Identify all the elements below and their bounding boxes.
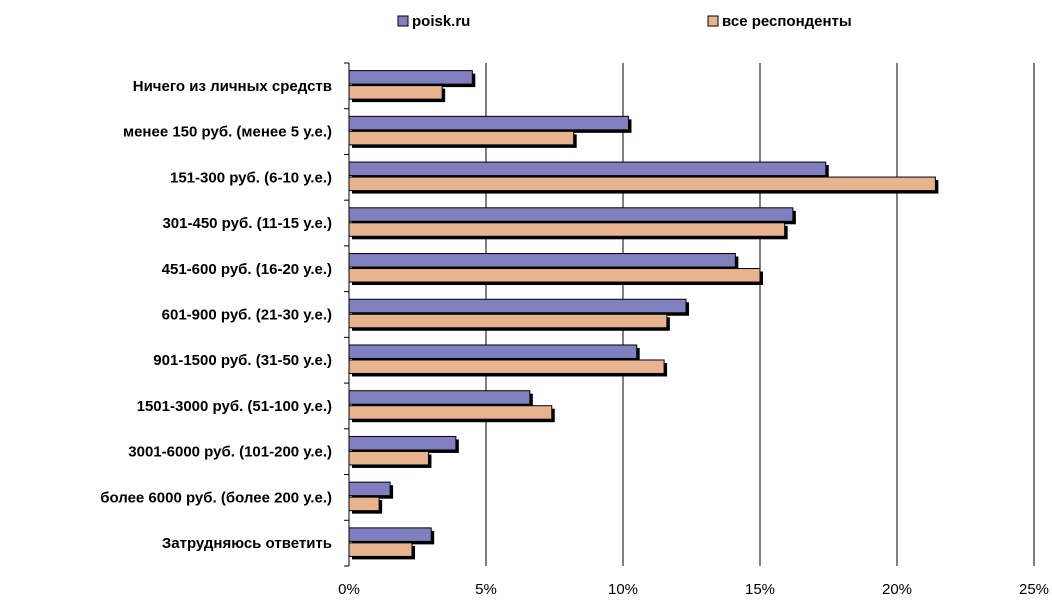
- legend-swatch: [707, 15, 719, 27]
- bar: [348, 268, 761, 283]
- x-tick-label: 15%: [745, 581, 775, 597]
- x-tick-label: 10%: [608, 581, 638, 597]
- bar: [348, 496, 380, 512]
- legend: poisk.ru все респонденты: [397, 13, 852, 30]
- bar: [348, 542, 413, 557]
- legend-label: все респонденты: [722, 13, 852, 30]
- bar: [348, 405, 553, 420]
- bar: [348, 344, 638, 359]
- category-label: 451-600 руб. (16-20 у.е.): [162, 261, 332, 278]
- x-tick-label: 5%: [475, 581, 497, 597]
- category-label: менее 150 руб. (менее 5 у.е.): [123, 124, 332, 141]
- axes: [344, 62, 350, 567]
- category-labels: Ничего из личных средств менее 150 руб. (…: [100, 78, 332, 552]
- bar: [348, 298, 687, 314]
- category-label: 901-1500 руб. (31-50 у.е.): [153, 352, 332, 369]
- bar: [348, 313, 668, 329]
- x-tick-labels: 0% 5% 10% 15% 20% 25%: [338, 581, 1049, 598]
- bars: [348, 70, 939, 560]
- bar: [348, 130, 575, 146]
- category-label: 301-450 руб. (11-15 у.е.): [162, 215, 332, 232]
- gridlines: [485, 63, 1035, 566]
- category-label: Ничего из личных средств: [133, 78, 332, 95]
- bar: [348, 481, 391, 497]
- bar: [348, 85, 443, 100]
- bar: [348, 207, 794, 222]
- bar: [348, 390, 531, 405]
- bar: [348, 70, 473, 85]
- bar: [348, 450, 429, 466]
- category-label: 601-900 руб. (21-30 у.е.): [162, 307, 332, 324]
- category-label: 151-300 руб. (6-10 у.е.): [170, 169, 332, 186]
- bar: [348, 176, 936, 192]
- bar: [348, 161, 827, 177]
- bar: [348, 359, 665, 374]
- legend-swatch: [397, 15, 409, 27]
- category-label: более 6000 руб. (более 200 у.е.): [100, 489, 332, 506]
- bar: [348, 222, 786, 237]
- bar: [348, 253, 736, 268]
- x-tick-label: 25%: [1019, 581, 1049, 597]
- bar: [348, 527, 432, 542]
- bar: [348, 435, 457, 451]
- category-label: 3001-6000 руб. (101-200 у.е.): [128, 444, 332, 461]
- x-tick-label: 20%: [882, 581, 912, 597]
- legend-label: poisk.ru: [412, 13, 470, 30]
- x-tick-label: 0%: [338, 581, 360, 597]
- bar: [348, 115, 629, 131]
- category-label: 1501-3000 руб. (51-100 у.е.): [137, 398, 332, 415]
- category-label: Затрудняюсь ответить: [162, 535, 332, 552]
